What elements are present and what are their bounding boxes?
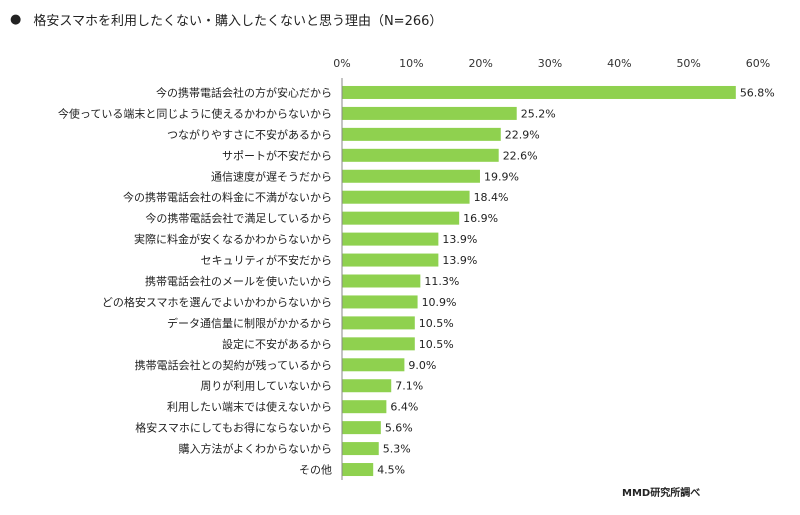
bar (342, 85, 736, 99)
value-label: 10.5% (419, 338, 454, 351)
category-label: どの格安スマホを選んでよいかわからないから (102, 295, 332, 309)
value-label: 4.5% (377, 464, 405, 477)
bar (342, 127, 501, 141)
category-label: 今の携帯電話会社で満足しているから (145, 211, 332, 225)
value-label: 25.2% (521, 107, 556, 120)
bar (342, 442, 379, 456)
value-label: 18.4% (474, 191, 509, 204)
value-label: 9.0% (408, 359, 436, 372)
category-label: 購入方法がよくわからないから (179, 442, 332, 456)
bar (342, 316, 415, 330)
category-label: サポートが不安だから (222, 148, 332, 162)
value-label: 56.8% (740, 86, 775, 99)
category-label: 携帯電話会社との契約が残っているから (135, 358, 332, 372)
source-credit: MMD研究所調べ (622, 488, 701, 499)
bar (342, 211, 460, 225)
category-label: 実際に料金が安くなるかわからないから (134, 232, 332, 246)
value-label: 5.6% (385, 422, 413, 435)
bar (342, 358, 405, 372)
bar (342, 379, 392, 393)
x-tick-label: 0% (333, 57, 350, 70)
value-label: 13.9% (442, 233, 477, 246)
bar (342, 106, 517, 120)
value-label: 22.9% (505, 128, 540, 141)
category-label: つながりやすさに不安があるから (167, 127, 332, 141)
x-tick-label: 50% (676, 57, 700, 70)
value-label: 6.4% (390, 401, 418, 414)
category-label: 今の携帯電話会社の方が安心だから (156, 85, 332, 99)
category-label: その他 (299, 464, 332, 477)
bar (342, 463, 374, 477)
bar (342, 274, 421, 288)
title-bullet: ● (10, 11, 22, 27)
value-label: 7.1% (395, 380, 423, 393)
category-label: 通信速度が遅そうだから (211, 169, 332, 183)
category-label: データ通信量に制限がかかるから (167, 316, 332, 330)
value-label: 11.3% (424, 275, 459, 288)
category-label: セキュリティが不安だから (201, 253, 332, 267)
category-label: 今の携帯電話会社の料金に不満がないから (123, 190, 332, 204)
value-label: 19.9% (484, 170, 519, 183)
category-label: 格安スマホにしてもお得にならないから (135, 421, 332, 435)
category-label: 今使っている端末と同じように使えるかわからないから (58, 106, 332, 120)
value-label: 10.5% (419, 317, 454, 330)
bar (342, 232, 439, 246)
x-tick-label: 10% (399, 57, 423, 70)
bar (342, 169, 480, 183)
bar (342, 337, 415, 351)
category-label: 利用したい端末では使えないから (167, 400, 332, 414)
category-label: 設定に不安があるから (222, 337, 332, 351)
bar (342, 421, 381, 435)
bar (342, 148, 499, 162)
value-label: 5.3% (383, 443, 411, 456)
x-tick-label: 60% (746, 57, 770, 70)
bar (342, 295, 418, 309)
chart-title-row: ● 格安スマホを利用したくない・購入したくないと思う理由（N=266） (10, 8, 442, 30)
x-tick-label: 40% (607, 57, 631, 70)
x-tick-label: 30% (538, 57, 562, 70)
bar (342, 190, 470, 204)
bar (342, 400, 387, 414)
value-label: 16.9% (463, 212, 498, 225)
x-tick-label: 20% (468, 57, 492, 70)
value-label: 13.9% (442, 254, 477, 267)
chart-title: 格安スマホを利用したくない・購入したくないと思う理由（N=266） (33, 13, 443, 29)
value-label: 10.9% (422, 296, 457, 309)
category-label: 携帯電話会社のメールを使いたいから (145, 274, 332, 288)
value-label: 22.6% (503, 149, 538, 162)
bar (342, 253, 439, 267)
category-label: 周りが利用していないから (200, 379, 332, 393)
